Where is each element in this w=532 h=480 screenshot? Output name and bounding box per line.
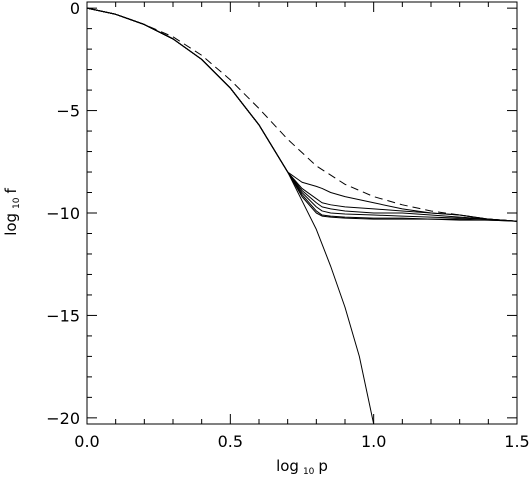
y-tick-label: −15 bbox=[46, 306, 80, 325]
y-tick-label: 0 bbox=[70, 0, 80, 18]
x-tick-label: 1.5 bbox=[504, 432, 529, 451]
y-tick-label: −20 bbox=[46, 409, 80, 428]
plot-border bbox=[86, 1, 518, 425]
x-axis-title: log 10 p bbox=[276, 457, 328, 477]
y-axis-title: log10f bbox=[2, 187, 22, 235]
series-line-7 bbox=[87, 7, 517, 222]
x-tick-label: 0.5 bbox=[218, 432, 243, 451]
tick-labels: 0.0 0.5 1.0 1.5 0 −5 −10 −15 −20 bbox=[46, 0, 529, 451]
x-tick-label: 1.0 bbox=[361, 432, 386, 451]
series-line-3 bbox=[87, 7, 517, 222]
series-line-5 bbox=[87, 7, 517, 222]
y-tick-label: −5 bbox=[56, 102, 80, 121]
tick-marks bbox=[86, 2, 518, 424]
plot-frame bbox=[86, 1, 518, 425]
y-tick-label: −10 bbox=[46, 204, 80, 223]
series-line-8 bbox=[87, 7, 517, 222]
series-line-6 bbox=[87, 7, 517, 222]
series-layer bbox=[87, 7, 517, 424]
x-tick-label: 0.0 bbox=[74, 432, 99, 451]
series-line-dashed bbox=[87, 7, 517, 222]
series-line-4 bbox=[87, 7, 517, 222]
